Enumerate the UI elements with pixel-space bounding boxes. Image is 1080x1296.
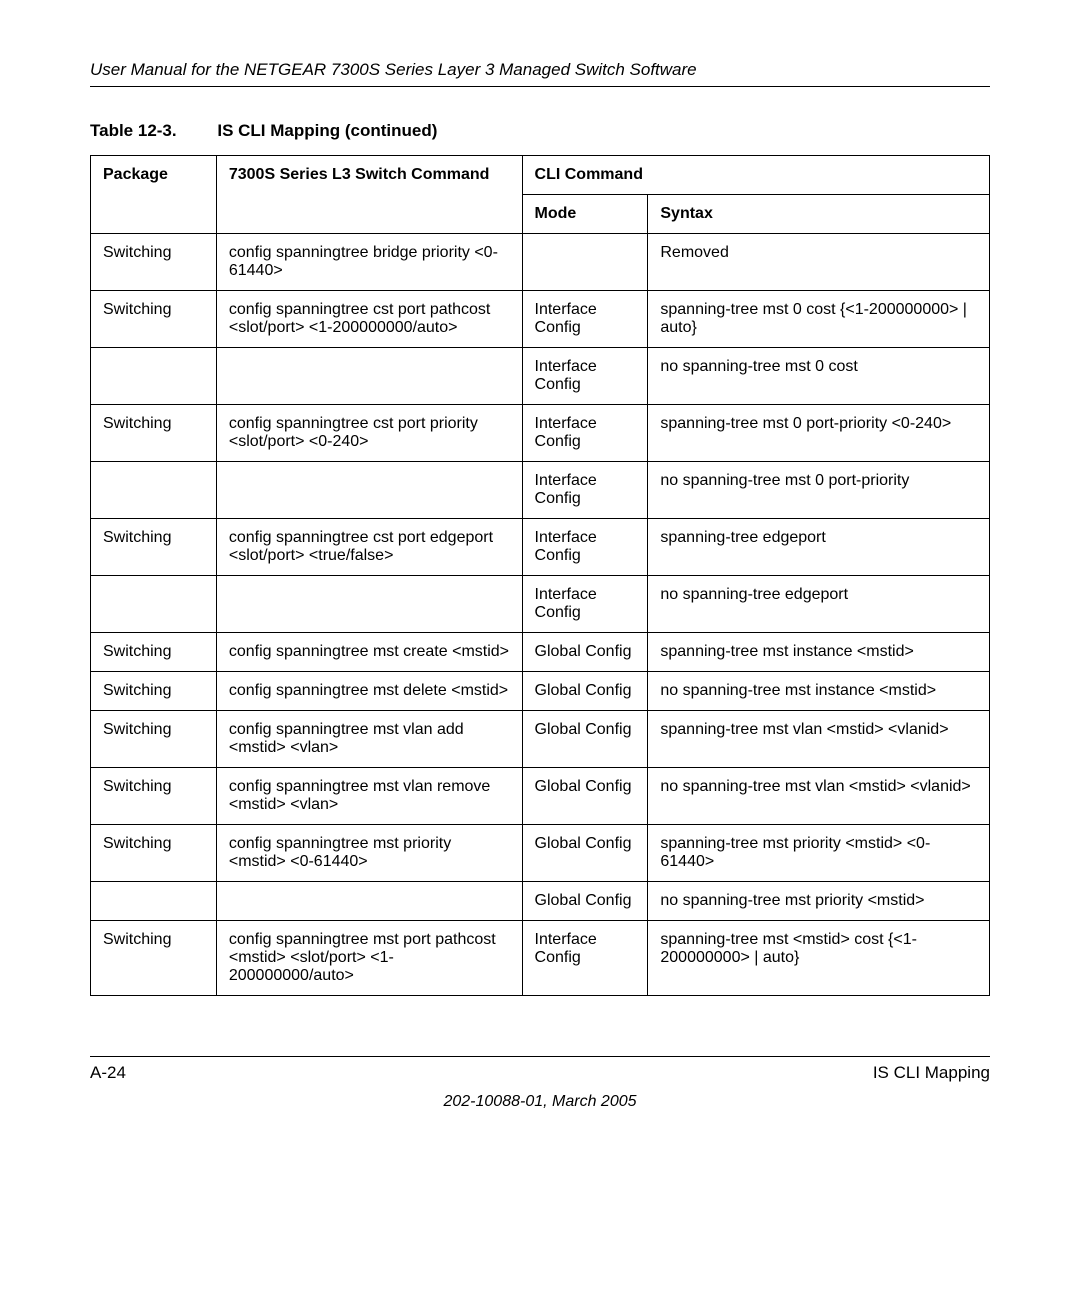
table-row: Interface Configno spanning-tree edgepor…: [91, 576, 990, 633]
cell-mode: Global Config: [522, 768, 648, 825]
cell-syn: no spanning-tree edgeport: [648, 576, 990, 633]
cell-syn: spanning-tree mst priority <mstid> <0-61…: [648, 825, 990, 882]
cell-cmd: config spanningtree cst port edgeport <s…: [216, 519, 522, 576]
cell-cmd: config spanningtree mst create <mstid>: [216, 633, 522, 672]
col-syntax: Syntax: [648, 195, 990, 234]
cell-pkg: Switching: [91, 633, 217, 672]
footer-right: IS CLI Mapping: [873, 1063, 990, 1083]
col-mode: Mode: [522, 195, 648, 234]
cell-syn: spanning-tree mst <mstid> cost {<1-20000…: [648, 921, 990, 996]
cell-pkg: Switching: [91, 768, 217, 825]
cell-cmd: config spanningtree mst delete <mstid>: [216, 672, 522, 711]
cell-pkg: Switching: [91, 711, 217, 768]
cell-cmd: config spanningtree mst port pathcost <m…: [216, 921, 522, 996]
cell-pkg: Switching: [91, 672, 217, 711]
table-row: Switchingconfig spanningtree mst priorit…: [91, 825, 990, 882]
cell-mode: Interface Config: [522, 519, 648, 576]
cell-mode: Interface Config: [522, 348, 648, 405]
cell-cmd: config spanningtree cst port priority <s…: [216, 405, 522, 462]
cell-mode: Global Config: [522, 672, 648, 711]
cell-cmd: config spanningtree cst port pathcost <s…: [216, 291, 522, 348]
cell-mode: Interface Config: [522, 291, 648, 348]
col-cli: CLI Command: [522, 156, 989, 195]
col-package: Package: [91, 156, 217, 234]
cell-syn: no spanning-tree mst 0 cost: [648, 348, 990, 405]
cell-pkg: [91, 462, 217, 519]
table-row: Switchingconfig spanningtree mst delete …: [91, 672, 990, 711]
cell-mode: Interface Config: [522, 405, 648, 462]
cell-cmd: [216, 462, 522, 519]
cell-pkg: Switching: [91, 921, 217, 996]
cell-mode: Interface Config: [522, 576, 648, 633]
cell-mode: Global Config: [522, 825, 648, 882]
cell-syn: no spanning-tree mst 0 port-priority: [648, 462, 990, 519]
cell-pkg: Switching: [91, 519, 217, 576]
page-header: User Manual for the NETGEAR 7300S Series…: [90, 60, 990, 87]
table-row: Switchingconfig spanningtree mst vlan re…: [91, 768, 990, 825]
cell-mode: Global Config: [522, 711, 648, 768]
col-command: 7300S Series L3 Switch Command: [216, 156, 522, 234]
table-row: Interface Configno spanning-tree mst 0 p…: [91, 462, 990, 519]
cell-cmd: [216, 882, 522, 921]
cell-mode: [522, 234, 648, 291]
table-caption: Table 12-3. IS CLI Mapping (continued): [90, 121, 990, 141]
table-header-row: Package 7300S Series L3 Switch Command C…: [91, 156, 990, 195]
cell-pkg: Switching: [91, 825, 217, 882]
table-title: IS CLI Mapping (continued): [217, 121, 437, 140]
cell-syn: no spanning-tree mst instance <mstid>: [648, 672, 990, 711]
cell-pkg: Switching: [91, 234, 217, 291]
footer-left: A-24: [90, 1063, 126, 1083]
cell-pkg: Switching: [91, 405, 217, 462]
cell-syn: Removed: [648, 234, 990, 291]
table-row: Switchingconfig spanningtree mst vlan ad…: [91, 711, 990, 768]
cell-mode: Global Config: [522, 633, 648, 672]
cell-cmd: [216, 348, 522, 405]
table-row: Switchingconfig spanningtree cst port pr…: [91, 405, 990, 462]
cell-cmd: [216, 576, 522, 633]
cell-syn: spanning-tree mst instance <mstid>: [648, 633, 990, 672]
table-row: Interface Configno spanning-tree mst 0 c…: [91, 348, 990, 405]
table-body: Switchingconfig spanningtree bridge prio…: [91, 234, 990, 996]
table-row: Switchingconfig spanningtree cst port ed…: [91, 519, 990, 576]
cell-cmd: config spanningtree mst vlan remove <mst…: [216, 768, 522, 825]
table-row: Switchingconfig spanningtree cst port pa…: [91, 291, 990, 348]
cell-cmd: config spanningtree mst priority <mstid>…: [216, 825, 522, 882]
cell-cmd: config spanningtree mst vlan add <mstid>…: [216, 711, 522, 768]
cell-syn: spanning-tree mst 0 port-priority <0-240…: [648, 405, 990, 462]
cell-pkg: [91, 348, 217, 405]
cell-syn: spanning-tree mst 0 cost {<1-200000000> …: [648, 291, 990, 348]
footer-center: 202-10088-01, March 2005: [90, 1093, 990, 1111]
page-footer: A-24 IS CLI Mapping: [90, 1056, 990, 1083]
cell-syn: no spanning-tree mst vlan <mstid> <vlani…: [648, 768, 990, 825]
cell-pkg: [91, 882, 217, 921]
cell-cmd: config spanningtree bridge priority <0-6…: [216, 234, 522, 291]
cell-mode: Interface Config: [522, 921, 648, 996]
cell-pkg: Switching: [91, 291, 217, 348]
cell-syn: no spanning-tree mst priority <mstid>: [648, 882, 990, 921]
table-number: Table 12-3.: [90, 121, 177, 141]
cell-mode: Interface Config: [522, 462, 648, 519]
table-row: Switchingconfig spanningtree bridge prio…: [91, 234, 990, 291]
cell-syn: spanning-tree edgeport: [648, 519, 990, 576]
table-row: Switchingconfig spanningtree mst port pa…: [91, 921, 990, 996]
cell-syn: spanning-tree mst vlan <mstid> <vlanid>: [648, 711, 990, 768]
table-row: Global Configno spanning-tree mst priori…: [91, 882, 990, 921]
cell-mode: Global Config: [522, 882, 648, 921]
table-row: Switchingconfig spanningtree mst create …: [91, 633, 990, 672]
cell-pkg: [91, 576, 217, 633]
cli-mapping-table: Package 7300S Series L3 Switch Command C…: [90, 155, 990, 996]
